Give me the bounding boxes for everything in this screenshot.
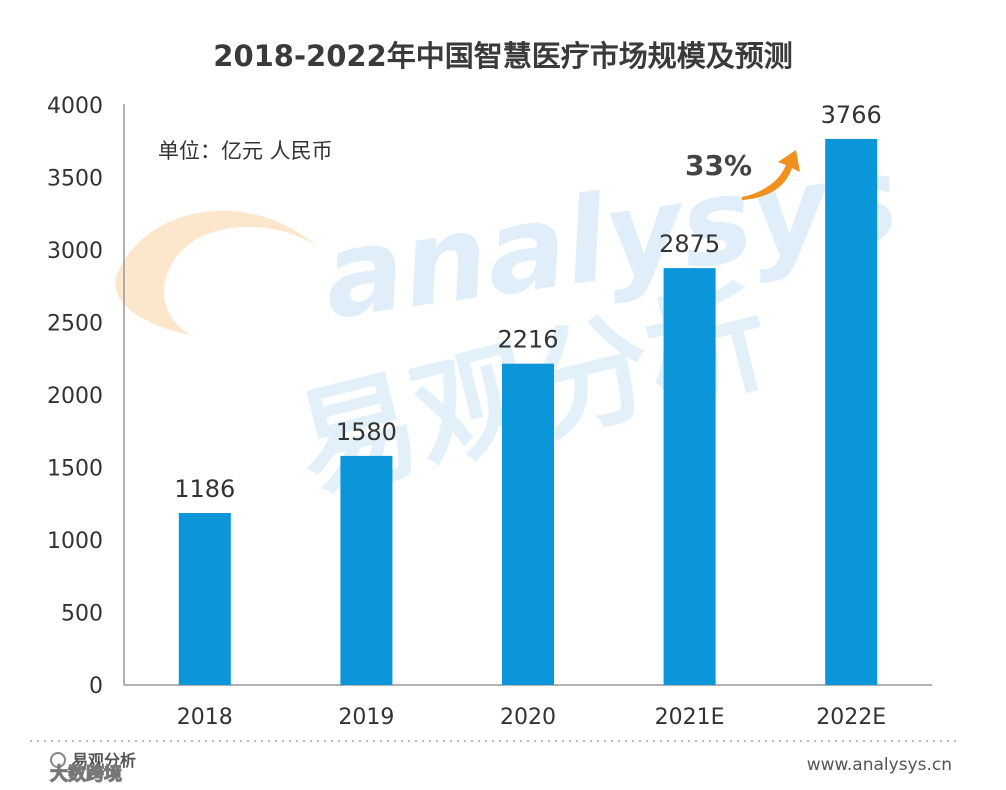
y-axis-ticks: 0 500 1000 1500 2000 2500 3000 3500 4000 xyxy=(47,94,103,699)
y-tick-label: 1500 xyxy=(47,457,103,482)
y-tick-label: 2500 xyxy=(47,312,103,337)
x-tick-label-2021E: 2021E xyxy=(655,705,725,730)
footer-brand: 易观分析 xyxy=(72,751,136,770)
y-tick-label: 2000 xyxy=(47,384,103,409)
data-label-2021E: 2875 xyxy=(659,230,720,258)
x-tick-label-2020: 2020 xyxy=(500,705,556,730)
data-label-2020: 2216 xyxy=(497,326,558,354)
data-labels: 1186 1580 2216 2875 3766 xyxy=(174,101,881,503)
x-axis-ticks: 2018 2019 2020 2021E 2022E xyxy=(177,705,886,730)
data-label-2018: 1186 xyxy=(174,475,235,503)
bar-2019 xyxy=(340,455,393,685)
growth-annotation: 33% xyxy=(685,149,800,200)
y-tick-label: 3000 xyxy=(47,239,103,264)
x-tick-label-2022E: 2022E xyxy=(816,705,886,730)
bar-2020 xyxy=(502,363,554,685)
y-tick-label: 500 xyxy=(61,602,103,627)
footer-left: 易观分析 大数跨境 xyxy=(50,751,137,786)
data-label-2022E: 3766 xyxy=(821,101,882,129)
brand-logo-icon xyxy=(50,752,66,768)
y-tick-label: 3500 xyxy=(47,167,103,192)
data-label-2019: 1580 xyxy=(336,418,397,446)
chart-title: 2018-2022年中国智慧医疗市场规模及预测 xyxy=(213,39,792,73)
watermark-swoosh xyxy=(115,210,320,335)
bar-2018 xyxy=(178,513,231,685)
y-tick-label: 4000 xyxy=(47,94,103,119)
growth-rate-label: 33% xyxy=(685,149,752,182)
x-tick-label-2018: 2018 xyxy=(177,705,233,730)
x-tick-label-2019: 2019 xyxy=(338,705,394,730)
bar-series xyxy=(178,138,878,685)
bar-2021E xyxy=(663,268,716,685)
footer-source: 大数跨境 xyxy=(50,763,122,785)
footer-url: www.analysys.cn xyxy=(807,755,952,775)
y-tick-label: 1000 xyxy=(47,529,103,554)
unit-note: 单位：亿元 人民币 xyxy=(158,139,333,163)
growth-arrow-icon xyxy=(742,150,800,200)
y-tick-label: 0 xyxy=(89,674,103,699)
bar-2022E xyxy=(825,138,878,685)
